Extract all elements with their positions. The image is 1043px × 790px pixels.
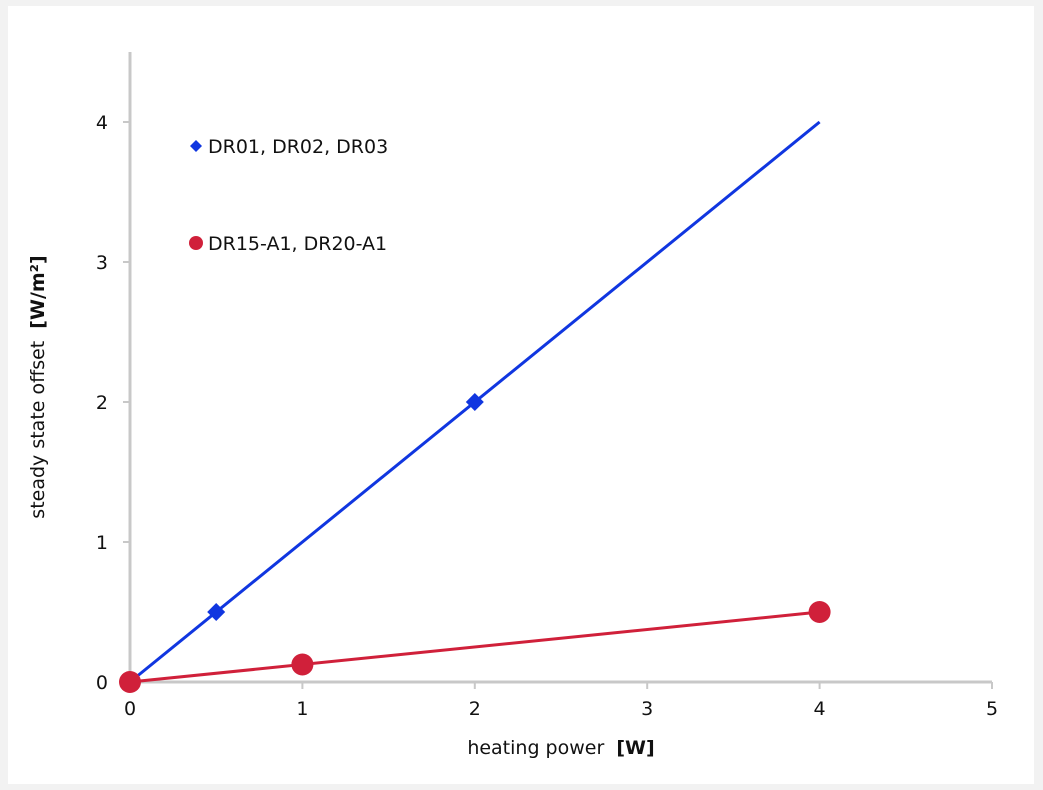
series-2-trend-line xyxy=(129,610,820,684)
y-tick-label: 3 xyxy=(96,252,108,274)
x-tick-label: 1 xyxy=(296,698,308,720)
x-tick-label: 2 xyxy=(469,698,481,720)
y-tick-label: 4 xyxy=(96,112,108,134)
y-axis-title-text: steady state offset xyxy=(27,341,49,519)
series-2 xyxy=(119,601,831,693)
y-tick-label: 1 xyxy=(96,532,108,554)
x-ticks: 0 1 2 3 4 5 xyxy=(124,682,998,720)
series-2-point xyxy=(808,601,831,623)
y-tick-label: 0 xyxy=(96,672,108,694)
series-1-point xyxy=(207,603,226,621)
axes xyxy=(128,52,992,684)
y-axis-title: steady state offset [W/m²] xyxy=(27,255,49,518)
x-tick-label: 3 xyxy=(641,698,653,720)
series-2-point xyxy=(119,671,141,693)
y-axis-title-unit: [W/m²] xyxy=(27,255,49,328)
legend-label: DR15-A1, DR20-A1 xyxy=(208,233,387,255)
y-tick-label: 2 xyxy=(96,392,108,414)
series-2-point xyxy=(291,653,314,676)
legend: DR01, DR02, DR03 DR15-A1, DR20-A1 xyxy=(189,136,388,255)
series-1 xyxy=(121,120,821,691)
chart-frame xyxy=(8,6,1034,784)
legend-marker-circle xyxy=(189,236,203,250)
x-axis-title-unit: [W] xyxy=(616,737,654,759)
x-axis-title: heating power [W] xyxy=(467,737,654,759)
x-tick-label: 4 xyxy=(814,698,826,720)
legend-marker-diamond xyxy=(190,140,202,152)
series-1-point xyxy=(465,393,484,411)
x-axis-title-text: heating power xyxy=(467,737,604,759)
x-tick-label: 0 xyxy=(124,698,136,720)
legend-label: DR01, DR02, DR03 xyxy=(208,136,388,158)
series-layer xyxy=(119,120,831,693)
y-ticks: 0 1 2 3 4 xyxy=(96,112,130,694)
x-tick-label: 5 xyxy=(986,698,998,720)
